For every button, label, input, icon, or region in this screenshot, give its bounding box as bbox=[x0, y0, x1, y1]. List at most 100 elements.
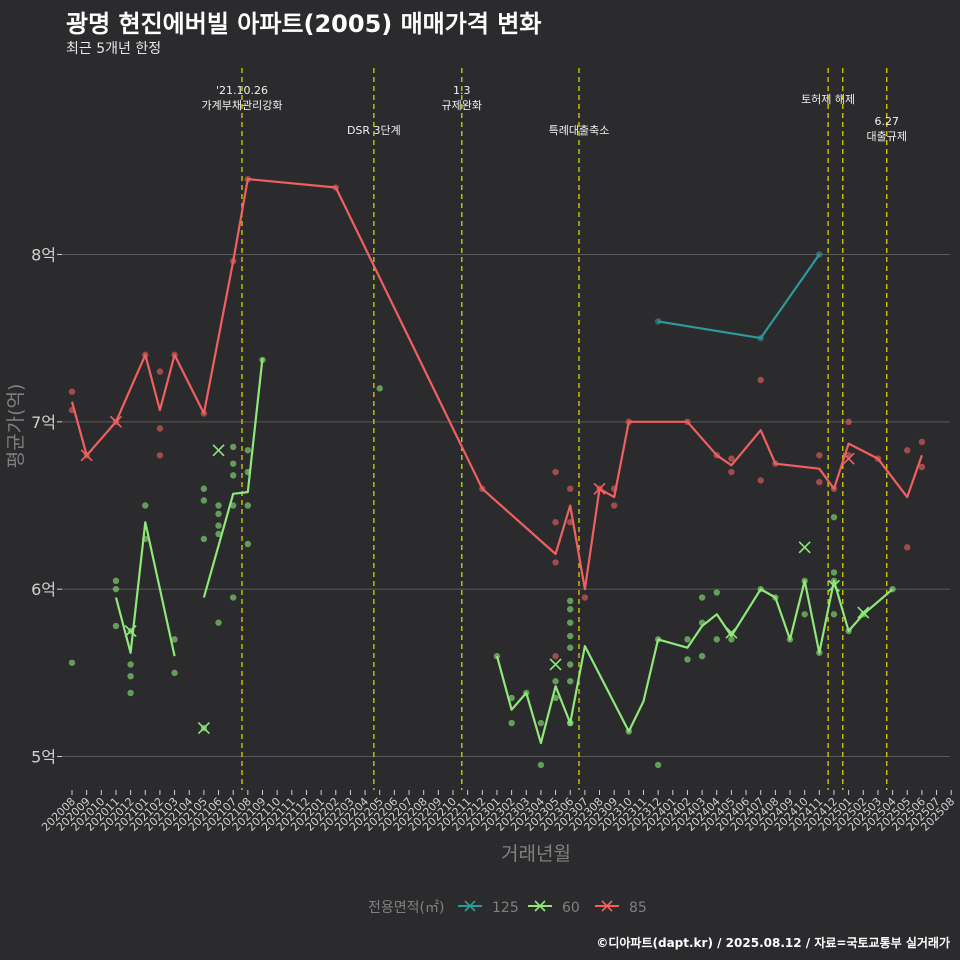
series-60-point bbox=[698, 594, 706, 601]
event-label: 토허제 해제 bbox=[801, 92, 855, 106]
series-60-point bbox=[508, 694, 515, 702]
series-85-point bbox=[552, 468, 559, 476]
series-85-point bbox=[904, 447, 911, 454]
series-60-point bbox=[229, 502, 237, 509]
series-85-point bbox=[728, 455, 735, 462]
event-label-line: 가계부채관리강화 bbox=[201, 99, 282, 112]
series-60-point bbox=[567, 678, 574, 685]
y-tick-label: 7억 bbox=[31, 413, 56, 432]
series-60-point bbox=[567, 644, 574, 651]
series-85-point bbox=[552, 519, 559, 526]
event-label: 6.27 대출규제 bbox=[866, 115, 906, 143]
y-tick-label: 5억 bbox=[31, 748, 56, 767]
series-60-point bbox=[215, 502, 222, 509]
series-60-point bbox=[552, 678, 559, 685]
series-60-point bbox=[728, 636, 735, 643]
series-60-point bbox=[654, 761, 662, 769]
series-60-line bbox=[114, 521, 176, 657]
series-85 bbox=[68, 175, 926, 660]
series-60 bbox=[68, 356, 896, 769]
series-60-point bbox=[830, 611, 838, 618]
series-85-point bbox=[728, 468, 735, 476]
series-60-point bbox=[567, 632, 574, 640]
series-60-point bbox=[684, 656, 691, 663]
series-60-point bbox=[215, 619, 222, 626]
series-60-point bbox=[801, 611, 808, 618]
series-85-point bbox=[156, 452, 164, 459]
y-tick-label: 6억 bbox=[31, 580, 56, 599]
series-60-point bbox=[713, 636, 720, 643]
series-85-mean-mark bbox=[593, 482, 606, 495]
series-60-point bbox=[376, 385, 383, 392]
series-60-line bbox=[202, 358, 264, 598]
series-60-point bbox=[244, 447, 252, 454]
series-60-point bbox=[537, 761, 545, 769]
series-60-point bbox=[229, 472, 237, 479]
series-60-mean-mark bbox=[124, 624, 137, 638]
series-60-point bbox=[127, 689, 134, 697]
series-85-line bbox=[70, 178, 923, 591]
series-60-point bbox=[567, 597, 574, 605]
series-60-mean-mark bbox=[212, 444, 225, 457]
event-label-line: 특례대출축소 bbox=[549, 124, 610, 137]
series-60-point bbox=[215, 510, 222, 518]
series-85-point bbox=[757, 477, 764, 484]
series-60-point bbox=[200, 535, 208, 543]
series-60-point bbox=[244, 540, 252, 548]
legend-title: 전용면적(㎡) bbox=[368, 900, 444, 916]
series-60-point bbox=[567, 606, 574, 613]
series-85-point bbox=[816, 478, 823, 486]
series-60-line bbox=[495, 579, 894, 745]
series-60-point bbox=[713, 589, 720, 596]
series-85-point bbox=[552, 559, 559, 566]
series-60-point bbox=[567, 619, 574, 626]
series-60-point bbox=[244, 502, 252, 509]
event-label: 1.3 규제완화 bbox=[442, 84, 482, 112]
series-85-point bbox=[567, 485, 574, 492]
series-125 bbox=[654, 251, 823, 342]
series-60-point bbox=[142, 502, 149, 509]
series-60-mean-mark bbox=[827, 579, 841, 592]
series-85-point bbox=[757, 376, 764, 384]
event-label-line: 6.27 bbox=[874, 115, 899, 128]
y-axis-title: 평균가(억) bbox=[5, 384, 27, 469]
event-label: 특례대출축소 bbox=[549, 124, 610, 137]
series-60-point bbox=[830, 514, 838, 521]
series-85-point bbox=[816, 452, 823, 459]
series-85-mean-mark bbox=[80, 449, 93, 462]
chart-title: 광명 현진에버빌 아파트(2005) 매매가격 변화 bbox=[66, 10, 542, 38]
series-60-point bbox=[215, 522, 222, 529]
legend-swatch-mark bbox=[534, 900, 546, 912]
series-60-point bbox=[830, 569, 838, 576]
event-label: DSR 3단계 bbox=[347, 124, 401, 137]
series-85-point bbox=[918, 438, 926, 446]
series-85-point bbox=[581, 594, 589, 601]
chart-subtitle: 최근 5개년 한정 bbox=[66, 41, 162, 57]
series-60-point bbox=[229, 594, 237, 601]
series-60-point bbox=[127, 661, 134, 668]
series-85-point bbox=[845, 418, 852, 426]
series-60-point bbox=[171, 636, 178, 643]
event-label-line: 규제완화 bbox=[442, 99, 482, 112]
series-85-mean-mark bbox=[842, 452, 855, 465]
series-85-point bbox=[68, 388, 76, 395]
event-label-line: 토허제 해제 bbox=[801, 92, 855, 106]
legend-swatch-mark bbox=[601, 900, 613, 912]
series-60-point bbox=[684, 636, 691, 643]
event-label-line: '21.10.26 bbox=[216, 84, 268, 97]
series-60-point bbox=[200, 485, 208, 492]
series-60-mean-mark bbox=[549, 658, 562, 671]
series-60-mean-mark bbox=[725, 626, 738, 639]
series-60-point bbox=[112, 577, 120, 585]
series-85-point bbox=[552, 652, 559, 660]
series-60-point bbox=[567, 661, 574, 668]
series-60-point bbox=[229, 460, 237, 467]
series-60-point bbox=[171, 669, 178, 677]
series-60-point bbox=[127, 672, 134, 680]
series-60-point bbox=[112, 622, 120, 630]
series-85-point bbox=[904, 544, 911, 551]
legend-label: 60 bbox=[562, 900, 580, 916]
legend-swatch-mark bbox=[464, 900, 476, 912]
y-tick-label: 8억 bbox=[31, 245, 56, 264]
